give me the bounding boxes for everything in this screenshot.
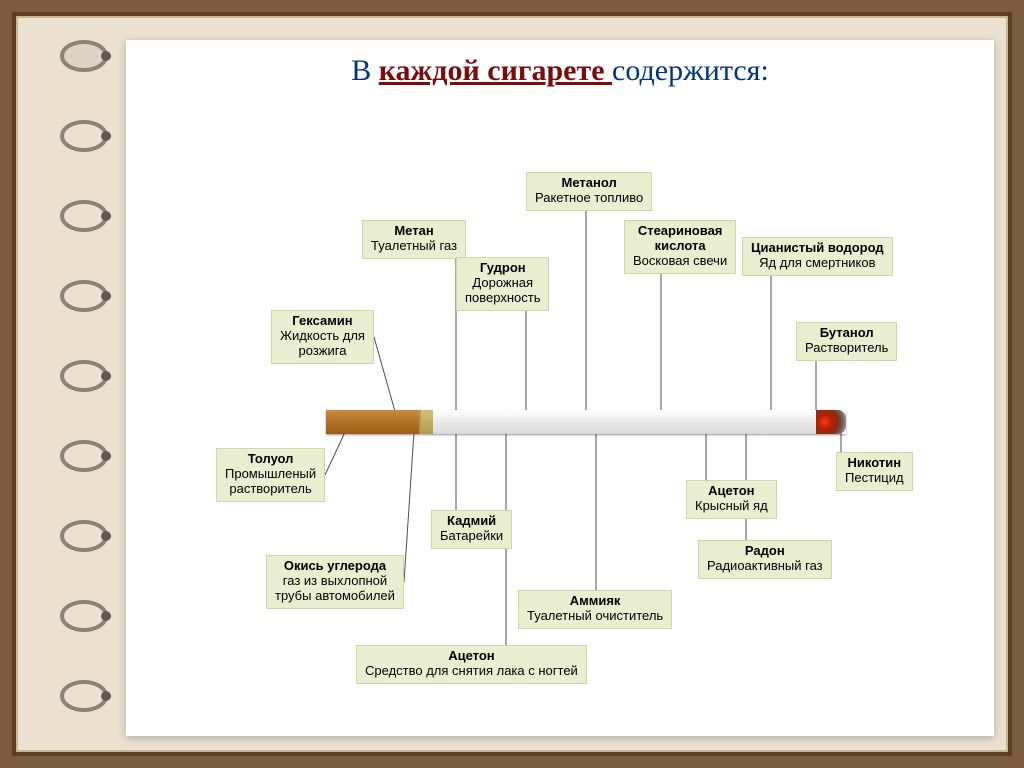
label-chem: Окись углерода [275, 559, 395, 574]
title-emphasis: каждой сигарете [379, 54, 612, 87]
label-co: Окись углеродагаз из выхлопной трубы авт… [266, 555, 404, 609]
cigarette-paper [433, 410, 816, 434]
label-chem: Никотин [845, 456, 904, 471]
label-hcn: Цианистый водородЯд для смертников [742, 237, 893, 276]
label-desc: Пестицид [845, 471, 904, 486]
page-title: В каждой сигарете содержится: [126, 54, 994, 88]
label-chem: Гексамин [280, 314, 365, 329]
label-desc: Средство для снятия лака с ногтей [365, 664, 578, 679]
label-cadmium: КадмийБатарейки [431, 510, 512, 549]
label-hexamin: ГексаминЖидкость для розжига [271, 310, 374, 364]
cigarette-band [421, 410, 433, 434]
label-chem: Толуол [225, 452, 316, 467]
label-acetone2: АцетонКрысный яд [686, 480, 777, 519]
label-stearic: Стеариновая кислотаВосковая свечи [624, 220, 736, 274]
label-desc: Промышленый растворитель [225, 467, 316, 497]
spiral-binding [54, 16, 114, 752]
label-chem: Бутанол [805, 326, 888, 341]
label-chem: Ацетон [365, 649, 578, 664]
title-prefix: В [351, 54, 379, 87]
label-ammonia: АммиякТуалетный очиститель [518, 590, 672, 629]
label-gudron: ГудронДорожная поверхность [456, 257, 549, 311]
label-radon: РадонРадиоактивный газ [698, 540, 832, 579]
label-metanol: МетанолРакетное топливо [526, 172, 652, 211]
label-desc: Дорожная поверхность [465, 276, 540, 306]
label-nicotine: НикотинПестицид [836, 452, 913, 491]
label-desc: Яд для смертников [751, 256, 884, 271]
label-acetone1: АцетонСредство для снятия лака с ногтей [356, 645, 587, 684]
presentation-frame: В каждой сигарете содержится: МетанолРак… [12, 12, 1012, 756]
label-chem: Метан [371, 224, 457, 239]
label-desc: газ из выхлопной трубы автомобилей [275, 574, 395, 604]
cigarette-diagram: МетанолРакетное топливо МетанТуалетный га… [156, 110, 964, 710]
cigarette-filter [326, 410, 421, 434]
label-desc: Крысный яд [695, 499, 768, 514]
label-desc: Батарейки [440, 529, 503, 544]
page: В каждой сигарете содержится: МетанолРак… [126, 40, 994, 736]
label-desc: Жидкость для розжига [280, 329, 365, 359]
label-chem: Стеариновая кислота [633, 224, 727, 254]
label-toluol: ТолуолПромышленый растворитель [216, 448, 325, 502]
cigarette-ash [816, 410, 846, 434]
label-desc: Туалетный газ [371, 239, 457, 254]
label-desc: Ракетное топливо [535, 191, 643, 206]
cigarette-illustration [326, 410, 846, 434]
label-chem: Метанол [535, 176, 643, 191]
label-chem: Аммияк [527, 594, 663, 609]
label-chem: Радон [707, 544, 823, 559]
label-chem: Цианистый водород [751, 241, 884, 256]
label-desc: Восковая свечи [633, 254, 727, 269]
label-desc: Растворитель [805, 341, 888, 356]
label-desc: Туалетный очиститель [527, 609, 663, 624]
label-chem: Кадмий [440, 514, 503, 529]
label-chem: Ацетон [695, 484, 768, 499]
label-metan: МетанТуалетный газ [362, 220, 466, 259]
title-suffix: содержится: [612, 54, 769, 87]
label-butanol: БутанолРастворитель [796, 322, 897, 361]
label-chem: Гудрон [465, 261, 540, 276]
label-desc: Радиоактивный газ [707, 559, 823, 574]
